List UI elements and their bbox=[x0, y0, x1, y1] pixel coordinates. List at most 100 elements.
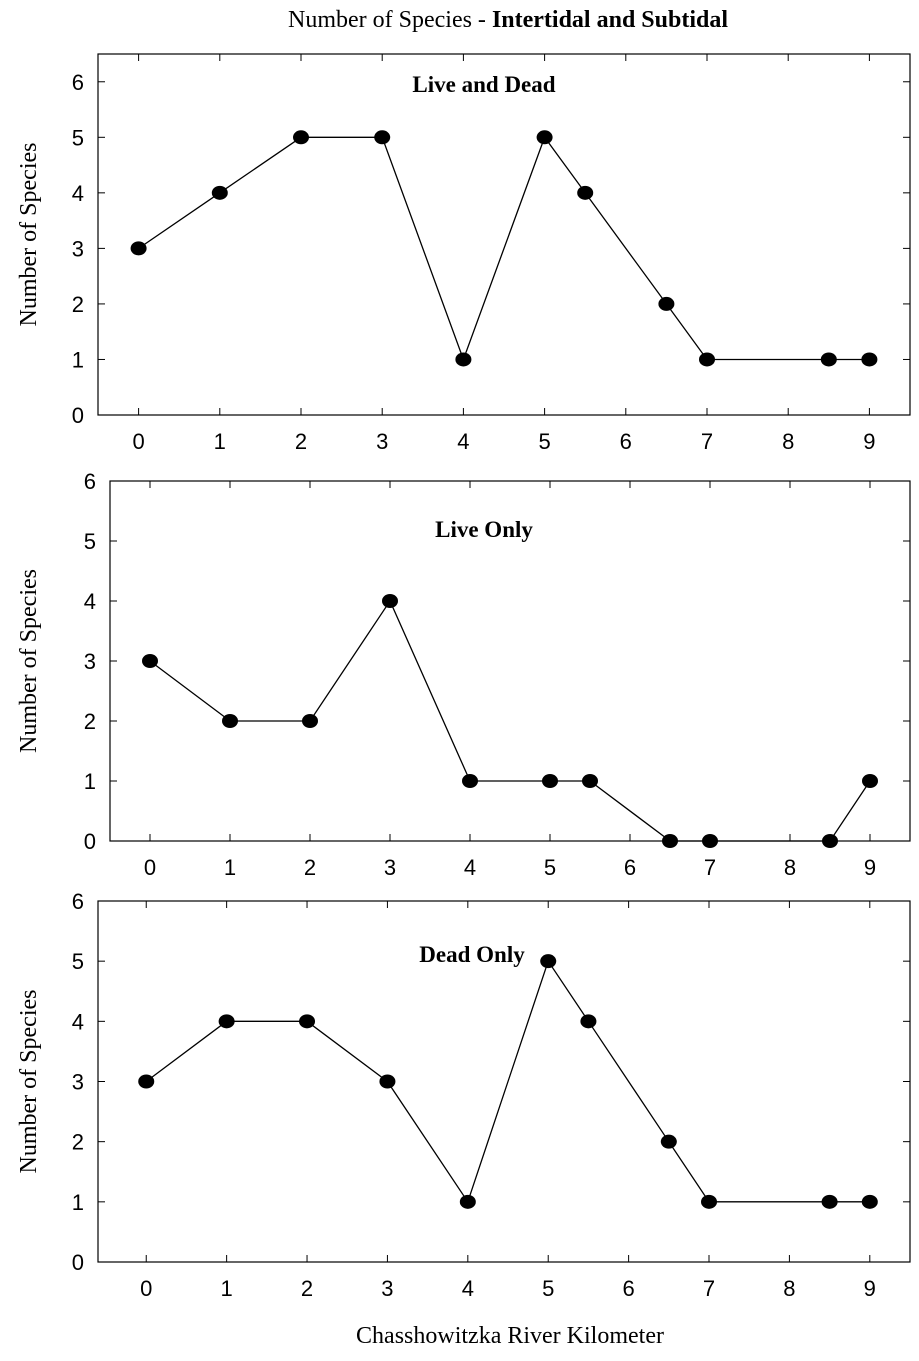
panel-dead-only: 0 1 2 3 4 5 6 7 8 9 0 1 2 3 4 5 6 Number of Species Dead O… bbox=[16, 889, 911, 1301]
x-tick-label: 6 bbox=[624, 855, 636, 880]
data-point bbox=[701, 1194, 718, 1209]
y-tick-label: 5 bbox=[72, 125, 84, 150]
x-tick-label: 2 bbox=[301, 1276, 313, 1301]
y-tick-label: 6 bbox=[72, 70, 84, 95]
panel-title: Dead Only bbox=[419, 942, 525, 967]
x-tick-label: 4 bbox=[457, 429, 469, 454]
y-tick-label: 6 bbox=[72, 889, 84, 914]
x-tick-label: 0 bbox=[140, 1276, 152, 1301]
panel-title: Live Only bbox=[435, 517, 533, 542]
data-point bbox=[374, 130, 391, 145]
y-tick-label: 0 bbox=[84, 829, 96, 854]
y-tick-label: 3 bbox=[72, 236, 84, 261]
y-axis-label: Number of Species bbox=[16, 569, 42, 753]
data-point bbox=[582, 774, 598, 788]
y-tick-label: 0 bbox=[72, 403, 84, 428]
data-point bbox=[379, 1074, 396, 1089]
figure-title-prefix: Number of Species - bbox=[288, 7, 492, 33]
x-tick-label: 0 bbox=[132, 429, 144, 454]
data-point bbox=[820, 352, 837, 367]
y-tick-label: 3 bbox=[84, 649, 96, 674]
data-point bbox=[540, 954, 557, 969]
series-line bbox=[149, 599, 871, 842]
y-tick-label: 1 bbox=[72, 347, 84, 372]
x-tick-label: 6 bbox=[620, 429, 632, 454]
y-axis-label: Number of Species bbox=[16, 143, 42, 327]
x-tick-label: 9 bbox=[863, 429, 875, 454]
data-point bbox=[658, 296, 675, 311]
y-tick-label: 1 bbox=[72, 1190, 84, 1215]
x-tick-label: 4 bbox=[462, 1276, 474, 1301]
x-tick-label: 1 bbox=[224, 855, 236, 880]
x-tick-label: 0 bbox=[144, 855, 156, 880]
y-tick-label: 5 bbox=[72, 949, 84, 974]
x-tick-label: 7 bbox=[704, 855, 716, 880]
panel-live-and-dead: 0 1 2 3 4 5 6 7 8 9 0 1 2 3 4 5 6 Number of Species Live a… bbox=[16, 53, 911, 454]
data-point bbox=[462, 774, 478, 788]
data-point bbox=[577, 185, 594, 200]
x-tick-label: 3 bbox=[384, 855, 396, 880]
series-line bbox=[138, 135, 870, 362]
data-point bbox=[821, 1194, 838, 1209]
data-point bbox=[699, 352, 715, 367]
figure-title-bold: Intertidal and Subtidal bbox=[492, 7, 728, 33]
y-tick-label: 4 bbox=[72, 181, 84, 206]
x-tick-label: 8 bbox=[783, 1276, 795, 1301]
y-tick-label: 4 bbox=[72, 1009, 84, 1034]
data-point bbox=[822, 834, 838, 848]
data-point bbox=[662, 834, 678, 848]
panel-live-only: 0 1 2 3 4 5 6 7 8 9 0 1 2 3 4 5 6 Number of Species Live O… bbox=[16, 469, 911, 880]
data-point bbox=[130, 241, 147, 256]
data-point bbox=[142, 654, 158, 668]
x-tick-label: 9 bbox=[864, 855, 876, 880]
plot-frame bbox=[97, 53, 911, 416]
x-tick-label: 4 bbox=[464, 855, 476, 880]
y-tick-label: 2 bbox=[84, 709, 96, 734]
data-point bbox=[861, 1194, 878, 1209]
x-tick-label: 1 bbox=[214, 429, 226, 454]
x-tick-label: 7 bbox=[703, 1276, 715, 1301]
x-tick-label: 3 bbox=[376, 429, 388, 454]
x-tick-label: 6 bbox=[622, 1276, 634, 1301]
y-tick-label: 2 bbox=[72, 292, 84, 317]
data-point bbox=[382, 594, 398, 608]
data-point bbox=[660, 1134, 677, 1149]
y-tick-label: 0 bbox=[72, 1250, 84, 1275]
data-point bbox=[218, 1014, 235, 1029]
x-tick-label: 2 bbox=[295, 429, 307, 454]
data-point bbox=[211, 185, 228, 200]
data-point bbox=[299, 1014, 316, 1029]
series-line bbox=[145, 959, 870, 1204]
data-point bbox=[222, 714, 238, 728]
x-tick-label: 8 bbox=[784, 855, 796, 880]
x-tick-label: 5 bbox=[542, 1276, 554, 1301]
y-axis-label: Number of Species bbox=[16, 990, 42, 1174]
panel-title: Live and Dead bbox=[412, 72, 555, 97]
x-tick-label: 1 bbox=[221, 1276, 233, 1301]
data-point bbox=[580, 1014, 597, 1029]
x-tick-label: 2 bbox=[304, 855, 316, 880]
y-tick-label: 5 bbox=[84, 529, 96, 554]
data-point bbox=[861, 352, 878, 367]
y-tick-label: 4 bbox=[84, 589, 96, 614]
data-point bbox=[862, 774, 878, 788]
y-tick-label: 3 bbox=[72, 1070, 84, 1095]
x-tick-label: 9 bbox=[864, 1276, 876, 1301]
data-point bbox=[536, 130, 553, 145]
x-tick-label: 5 bbox=[538, 429, 550, 454]
x-tick-label: 5 bbox=[544, 855, 556, 880]
data-point bbox=[542, 774, 558, 788]
data-point bbox=[455, 352, 472, 367]
y-tick-label: 2 bbox=[72, 1130, 84, 1155]
data-point bbox=[302, 714, 318, 728]
figure-title: Number of Species - Intertidal and Subti… bbox=[288, 7, 728, 33]
x-tick-label: 3 bbox=[381, 1276, 393, 1301]
data-point bbox=[459, 1194, 476, 1209]
x-tick-label: 8 bbox=[782, 429, 794, 454]
shared-x-axis-label: Chasshowitzka River Kilometer bbox=[356, 1323, 664, 1349]
y-tick-label: 6 bbox=[84, 469, 96, 494]
data-point bbox=[702, 834, 718, 848]
data-point bbox=[293, 130, 309, 145]
data-point bbox=[138, 1074, 155, 1089]
